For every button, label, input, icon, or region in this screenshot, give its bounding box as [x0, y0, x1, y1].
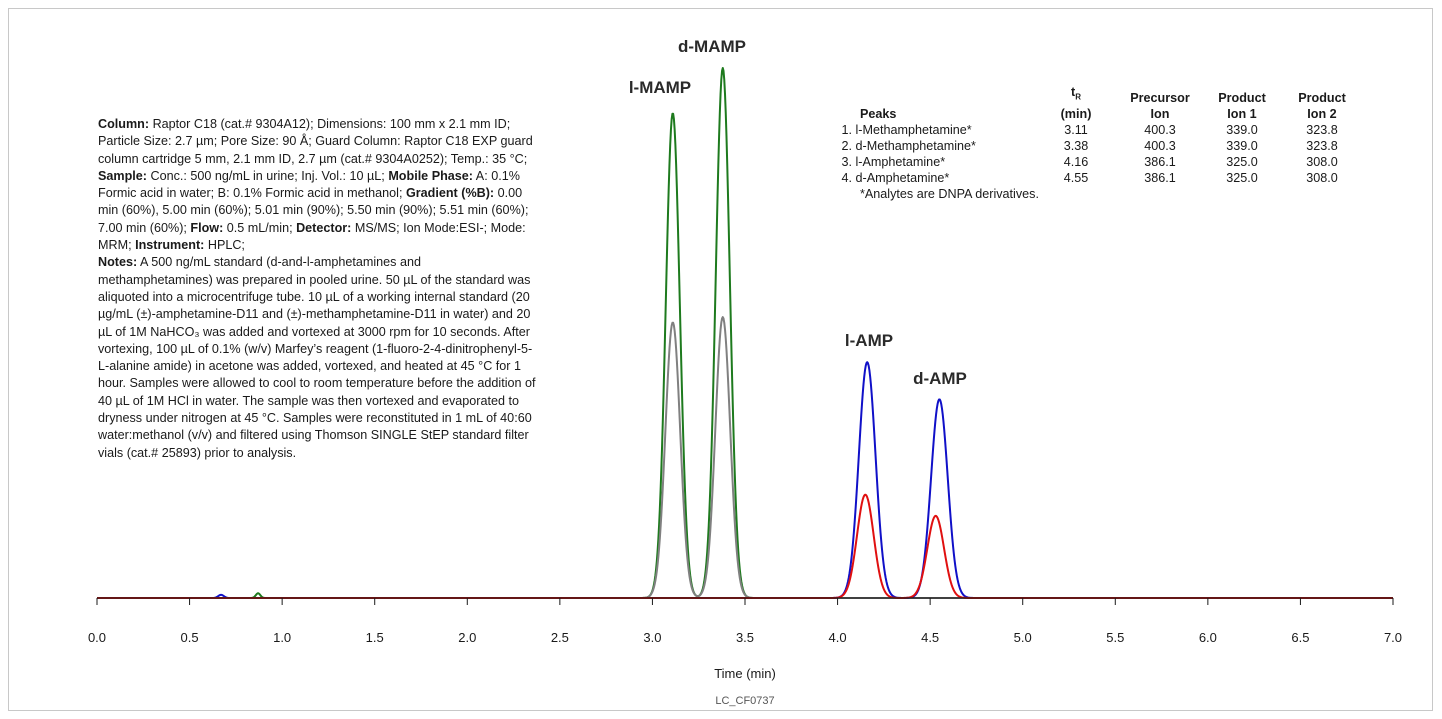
product1-header-1: Product	[1218, 90, 1266, 105]
table-row: 4. d-Amphetamine* 4.55 386.1 325.0 308.0	[838, 170, 1362, 186]
tr-unit-header: (min)	[1060, 106, 1092, 121]
x-tick-label: 0.5	[181, 630, 199, 645]
product1-header-2: Ion 1	[1227, 106, 1257, 121]
detector-label: Detector:	[296, 220, 352, 235]
tr-header-sub: R	[1075, 92, 1081, 102]
peak-product1: 325.0	[1226, 170, 1258, 185]
peak-label: d-AMP	[913, 369, 967, 388]
tr-header: tR	[1034, 84, 1118, 106]
product2-header-1: Product	[1298, 90, 1346, 105]
notes-text: A 500 ng/mL standard (d-and-l-amphetamin…	[98, 255, 536, 460]
x-tick-label: 3.0	[643, 630, 661, 645]
peak-product2: 308.0	[1306, 170, 1338, 185]
mobile-phase-label: Mobile Phase:	[388, 168, 473, 183]
instrument-text: HPLC;	[204, 238, 245, 253]
series-line	[96, 361, 1394, 599]
x-tick-label: 5.0	[1014, 630, 1032, 645]
flow-text: 0.5 mL/min;	[223, 220, 297, 235]
series-line	[96, 493, 1394, 599]
peak-product1: 339.0	[1226, 122, 1258, 137]
instrument-label: Instrument:	[135, 238, 205, 253]
peak-precursor: 400.3	[1144, 122, 1176, 137]
table-footnote: *Analytes are DNPA derivatives.	[860, 186, 1039, 201]
table-footnote-row: *Analytes are DNPA derivatives.	[838, 186, 1362, 202]
flow-label: Flow:	[190, 220, 224, 235]
peak-product2: 323.8	[1306, 122, 1338, 137]
method-conditions: Column: Raptor C18 (cat.# 9304A12); Dime…	[98, 116, 538, 462]
peak-name: 4. d-Amphetamine*	[838, 170, 950, 185]
peak-name: 1. l-Methamphetamine*	[838, 122, 972, 137]
peak-tr: 3.38	[1063, 138, 1089, 153]
peak-product2: 323.8	[1306, 138, 1338, 153]
peak-precursor: 386.1	[1144, 154, 1176, 169]
sample-label: Sample:	[98, 168, 147, 183]
x-tick-label: 4.5	[921, 630, 939, 645]
x-tick-label: 5.5	[1106, 630, 1124, 645]
peak-label: d-MAMP	[678, 37, 746, 56]
conditions-paragraph: Column: Raptor C18 (cat.# 9304A12); Dime…	[98, 116, 538, 462]
peak-name: 2. d-Methamphetamine*	[838, 138, 976, 153]
product2-header-2: Ion 2	[1307, 106, 1337, 121]
x-tick-label: 6.5	[1291, 630, 1309, 645]
peak-labels: l-MAMP d-MAMP l-AMP d-AMP	[629, 37, 967, 388]
x-tick-label: 3.5	[736, 630, 754, 645]
table-row: 2. d-Methamphetamine* 3.38 400.3 339.0 3…	[838, 138, 1362, 154]
precursor-header-2: Ion	[1150, 106, 1170, 121]
figure-code: LC_CF0737	[715, 695, 774, 707]
x-tick-label: 1.5	[366, 630, 384, 645]
column-text: Raptor C18 (cat.# 9304A12); Dimensions: …	[98, 117, 533, 166]
x-tick-label: 0.0	[88, 630, 106, 645]
peak-label: l-AMP	[845, 331, 893, 350]
x-tick-label: 6.0	[1199, 630, 1217, 645]
table-row: 3. l-Amphetamine* 4.16 386.1 325.0 308.0	[838, 154, 1362, 170]
precursor-header-1: Precursor	[1130, 90, 1190, 105]
peak-table: tR Precursor Product Product Peaks (min)…	[838, 84, 1362, 202]
detector-text: MS/MS; Ion Mode:ESI-; Mode: MRM;	[98, 220, 526, 253]
x-tick-label: 7.0	[1384, 630, 1402, 645]
column-label: Column:	[98, 117, 150, 131]
peak-product2: 308.0	[1306, 154, 1338, 169]
peak-precursor: 386.1	[1144, 170, 1176, 185]
gradient-text: 0.00 min (60%), 5.00 min (60%); 5.01 min…	[98, 186, 529, 235]
x-axis-ticks: 0.0 0.5 1.0 1.5 2.0 2.5 3.0 3.5 4.0 4.5 5.0 5.5 6.0 6…	[88, 598, 1402, 645]
mobile-phase-text: A: 0.1% Formic acid in water; B: 0.1% Fo…	[98, 168, 520, 201]
peak-precursor: 400.3	[1144, 138, 1176, 153]
notes-label: Notes:	[98, 255, 138, 270]
x-axis-title: Time (min)	[714, 666, 776, 681]
peak-tr: 3.11	[1064, 122, 1088, 137]
peak-tr: 4.16	[1063, 154, 1089, 169]
x-tick-label: 4.0	[829, 630, 847, 645]
x-tick-label: 2.0	[458, 630, 476, 645]
gradient-label: Gradient (%B):	[405, 186, 495, 201]
peak-product1: 339.0	[1226, 138, 1258, 153]
chromatogram-traces	[96, 67, 1394, 599]
series-line	[96, 316, 1394, 599]
tr-header-main: t	[1071, 85, 1076, 99]
series-line	[96, 67, 1394, 599]
peak-product1: 325.0	[1226, 154, 1258, 169]
peak-tr: 4.55	[1063, 170, 1089, 185]
table-row: 1. l-Methamphetamine* 3.11 400.3 339.0 3…	[838, 122, 1362, 138]
figure-frame	[8, 8, 1433, 711]
peak-table-header-row-2: Peaks (min) Ion Ion 1 Ion 2	[838, 106, 1362, 122]
peak-table-header-row-1: tR Precursor Product Product	[838, 84, 1362, 106]
peaks-header: Peaks	[860, 106, 897, 121]
sample-text: Conc.: 500 ng/mL in urine; Inj. Vol.: 10…	[147, 168, 389, 183]
peak-label: l-MAMP	[629, 78, 691, 97]
peak-name: 3. l-Amphetamine*	[838, 154, 946, 169]
x-tick-label: 2.5	[551, 630, 569, 645]
x-tick-label: 1.0	[273, 630, 291, 645]
